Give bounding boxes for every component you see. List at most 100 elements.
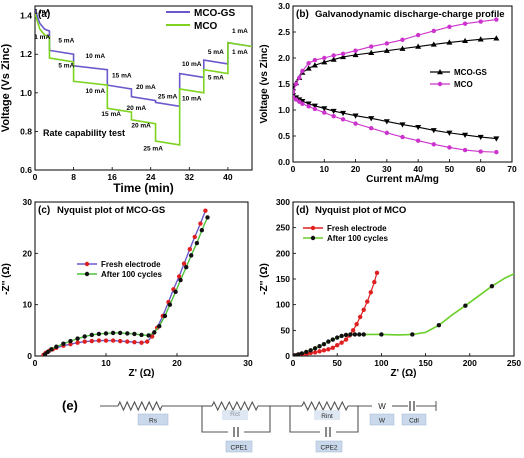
circuit-box-label: CPE2 [321,445,338,452]
x-tick-label: 30 [243,358,253,368]
y-tick-label: 0.0 [278,157,290,167]
data-point [462,21,468,26]
y-tick-label: 2.5 [278,27,290,37]
circuit-wire [336,406,359,433]
data-point [348,332,353,337]
data-point [312,57,318,63]
data-point [125,339,130,344]
current-annotation: 1 mA [232,28,248,35]
y-tick-label: 150 [276,274,290,284]
data-point [431,142,436,147]
data-point [357,314,363,320]
data-point [478,149,483,154]
data-point [184,264,189,270]
data-point [430,128,437,134]
panel-label: (e) [62,398,78,413]
data-point [430,41,437,47]
legend-label: MCO-GS [194,8,235,19]
data-point [139,332,144,338]
data-point [477,36,484,42]
plot-area [293,17,500,155]
data-point [365,299,370,304]
data-point [297,99,302,104]
current-annotation: 1 mA [34,34,50,41]
data-point [321,59,328,65]
data-point [312,106,318,112]
x-tick-label: 20 [351,164,361,174]
y-tick-label: 1.4 [20,11,32,21]
y-tick-label: 300 [276,197,290,207]
data-point [299,351,305,356]
data-point [431,28,436,34]
panel-d: 0 50 100 150 200 250 0 50 100 150 200 250 300 Z' (Ω) -… [259,197,521,379]
data-point [321,341,327,347]
data-point [296,352,301,356]
data-point [478,19,483,24]
current-annotation: 10 mA [86,88,106,95]
circuit-label-box [369,413,395,426]
data-point [61,341,66,346]
x-tick-label: 50 [445,164,455,174]
y-tick-label: 0.5 [278,131,290,141]
y-tick-label: 250 [276,223,290,233]
y-tick-label: 30 [23,197,33,207]
panel-label: (c) [38,205,50,216]
data-point [103,338,109,343]
data-point [494,17,499,22]
legend-label: After 100 cycles [327,234,388,243]
rct-label-box [222,410,248,420]
data-point [300,68,305,74]
current-annotation: 1 mA [34,9,50,16]
x-tick-label: 16 [107,172,117,182]
data-point [357,332,362,337]
legend-marker [310,225,316,231]
data-point [96,331,102,337]
legend-label: Fresh electrode [327,224,387,233]
data-point [353,48,358,53]
y-tick-label: 0 [285,351,290,361]
data-point [352,51,359,58]
data-point [321,106,328,112]
data-point [82,339,87,344]
x-tick-label: 40 [413,164,423,174]
x-tick-label: 32 [185,172,195,182]
legend: MCO-GS MCO [166,8,235,32]
circuit-label-box [137,413,169,426]
series-line-mco [35,13,252,146]
data-point [321,348,327,353]
data-point [178,277,183,283]
data-point [462,37,469,44]
data-point [340,117,346,122]
x-tick-label: 250 [507,358,521,368]
data-point [192,234,197,240]
plot-area [293,270,514,356]
data-point [173,289,178,295]
panel-label: (a) [38,9,50,20]
data-point [305,65,312,71]
data-point [75,336,80,341]
y-tick-label: 0.6 [20,165,32,175]
series-line [293,94,497,140]
y-tick-label: 2.0 [278,53,290,63]
data-point [326,339,331,344]
resistor-rs [117,400,163,412]
y-axis-label: Voltage (vs Zinc) [259,44,270,123]
series-line [293,96,497,153]
data-point [322,110,327,115]
data-point [447,24,452,29]
data-point [447,145,452,150]
current-annotation: 10 mA [182,96,202,103]
data-point [306,61,311,66]
circuit-wire [289,406,320,433]
current-annotation: 5 mA [208,74,224,81]
data-point [350,328,356,333]
data-point [379,332,384,337]
panel-b: 0 10 20 30 40 50 60 70 0.0 0.5 1.0 1.5 2.0 2.5 3.0 Curr… [259,1,517,185]
x-tick-label: 0 [291,358,296,368]
current-annotation: 5 mA [208,49,224,56]
data-point [383,47,390,53]
x-axis-label: Current mA/mg [366,174,439,185]
circuit-box-label: CPE1 [231,445,248,452]
x-tick-label: 60 [476,164,486,174]
